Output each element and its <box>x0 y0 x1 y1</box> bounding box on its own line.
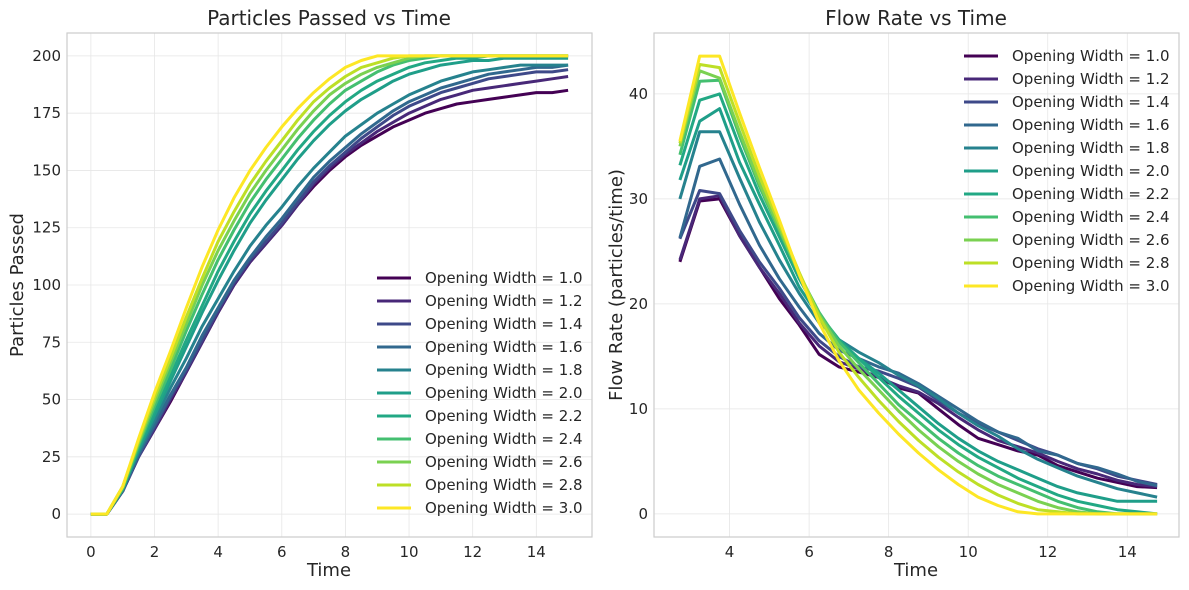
legend: Opening Width = 1.0 Opening Width = 1.2 Op… <box>964 47 1170 295</box>
series-lines <box>678 54 1158 516</box>
y-tick-label: 40 <box>629 85 648 103</box>
y-tick-label: 200 <box>32 47 61 65</box>
legend-label: Opening Width = 2.4 <box>1012 208 1170 226</box>
x-tick-label: 4 <box>725 543 735 561</box>
series-line <box>90 56 569 516</box>
x-tick-label: 6 <box>804 543 814 561</box>
series-line <box>678 194 1158 489</box>
y-tick-label: 100 <box>32 276 61 294</box>
plot-frame <box>66 32 593 538</box>
y-tick-labels: 0 25 50 75 100 125 150 175 200 <box>32 47 61 523</box>
y-tick-label: 25 <box>42 448 61 466</box>
legend: Opening Width = 1.0 Opening Width = 1.2 Op… <box>377 269 583 517</box>
legend-label: Opening Width = 1.4 <box>1012 93 1170 111</box>
legend-label: Opening Width = 2.8 <box>425 476 583 494</box>
legend-label: Opening Width = 3.0 <box>1012 277 1170 295</box>
series-line <box>678 107 1158 503</box>
y-tick-label: 125 <box>32 219 61 237</box>
legend-label: Opening Width = 1.0 <box>425 269 583 287</box>
y-tick-labels: 0 10 20 30 40 <box>629 85 648 523</box>
legend-label: Opening Width = 2.6 <box>1012 231 1170 249</box>
x-tick-label: 10 <box>959 543 978 561</box>
y-tick-label: 30 <box>629 190 648 208</box>
legend-label: Opening Width = 1.6 <box>425 338 583 356</box>
legend-label: Opening Width = 2.6 <box>425 453 583 471</box>
legend-label: Opening Width = 2.8 <box>1012 254 1170 272</box>
y-tick-label: 75 <box>42 333 61 351</box>
series-line <box>90 54 569 516</box>
series-line <box>678 69 1158 516</box>
x-tick-label: 14 <box>527 543 546 561</box>
y-axis-label: Particles Passed <box>7 213 28 357</box>
x-tick-labels: 4 6 8 10 12 14 <box>725 543 1137 561</box>
x-tick-labels: 0 2 4 6 8 10 12 14 <box>86 543 546 561</box>
legend-label: Opening Width = 1.0 <box>1012 47 1170 65</box>
y-tick-label: 0 <box>51 505 61 523</box>
x-tick-label: 14 <box>1118 543 1137 561</box>
legend-label: Opening Width = 1.6 <box>1012 116 1170 134</box>
chart-title: Flow Rate vs Time <box>825 6 1007 30</box>
flow-rate-chart: Flow Rate vs Time 4 6 8 10 12 14 0 10 20 30 40 Ti… <box>606 6 1180 581</box>
legend-label: Opening Width = 2.4 <box>425 430 583 448</box>
legend-label: Opening Width = 1.4 <box>425 315 583 333</box>
series-lines <box>90 54 569 516</box>
x-tick-label: 12 <box>1038 543 1057 561</box>
x-tick-label: 0 <box>86 543 96 561</box>
series-line <box>90 63 569 516</box>
legend-label: Opening Width = 2.0 <box>425 384 583 402</box>
y-tick-label: 50 <box>42 391 61 409</box>
series-line <box>678 130 1158 499</box>
legend-label: Opening Width = 1.2 <box>1012 70 1170 88</box>
series-line <box>90 63 569 516</box>
x-tick-label: 4 <box>213 543 223 561</box>
x-tick-label: 8 <box>341 543 351 561</box>
y-tick-label: 150 <box>32 161 61 179</box>
x-tick-label: 12 <box>463 543 482 561</box>
series-line <box>678 157 1158 488</box>
legend-label: Opening Width = 1.2 <box>425 292 583 310</box>
x-tick-label: 6 <box>277 543 287 561</box>
y-tick-label: 10 <box>629 400 648 418</box>
x-tick-label: 8 <box>884 543 894 561</box>
y-tick-label: 175 <box>32 104 61 122</box>
legend-label: Opening Width = 2.2 <box>1012 185 1170 203</box>
legend-label: Opening Width = 3.0 <box>425 499 583 517</box>
legend-label: Opening Width = 2.0 <box>1012 162 1170 180</box>
series-line <box>678 92 1158 516</box>
x-tick-label: 2 <box>150 543 160 561</box>
legend-label: Opening Width = 1.8 <box>425 361 583 379</box>
y-axis-label: Flow Rate (particles/time) <box>606 169 627 401</box>
x-axis-label: Time <box>893 560 938 581</box>
x-tick-label: 10 <box>399 543 418 561</box>
legend-label: Opening Width = 1.8 <box>1012 139 1170 157</box>
y-tick-label: 0 <box>638 505 648 523</box>
x-axis-label: Time <box>306 560 351 581</box>
particles-passed-chart: Particles Passed vs Time 0 2 4 6 8 10 12 14 0 25… <box>7 6 593 581</box>
y-tick-label: 20 <box>629 295 648 313</box>
plot-frame <box>653 32 1180 538</box>
legend-label: Opening Width = 2.2 <box>425 407 583 425</box>
chart-title: Particles Passed vs Time <box>207 6 451 30</box>
series-line <box>678 54 1158 516</box>
